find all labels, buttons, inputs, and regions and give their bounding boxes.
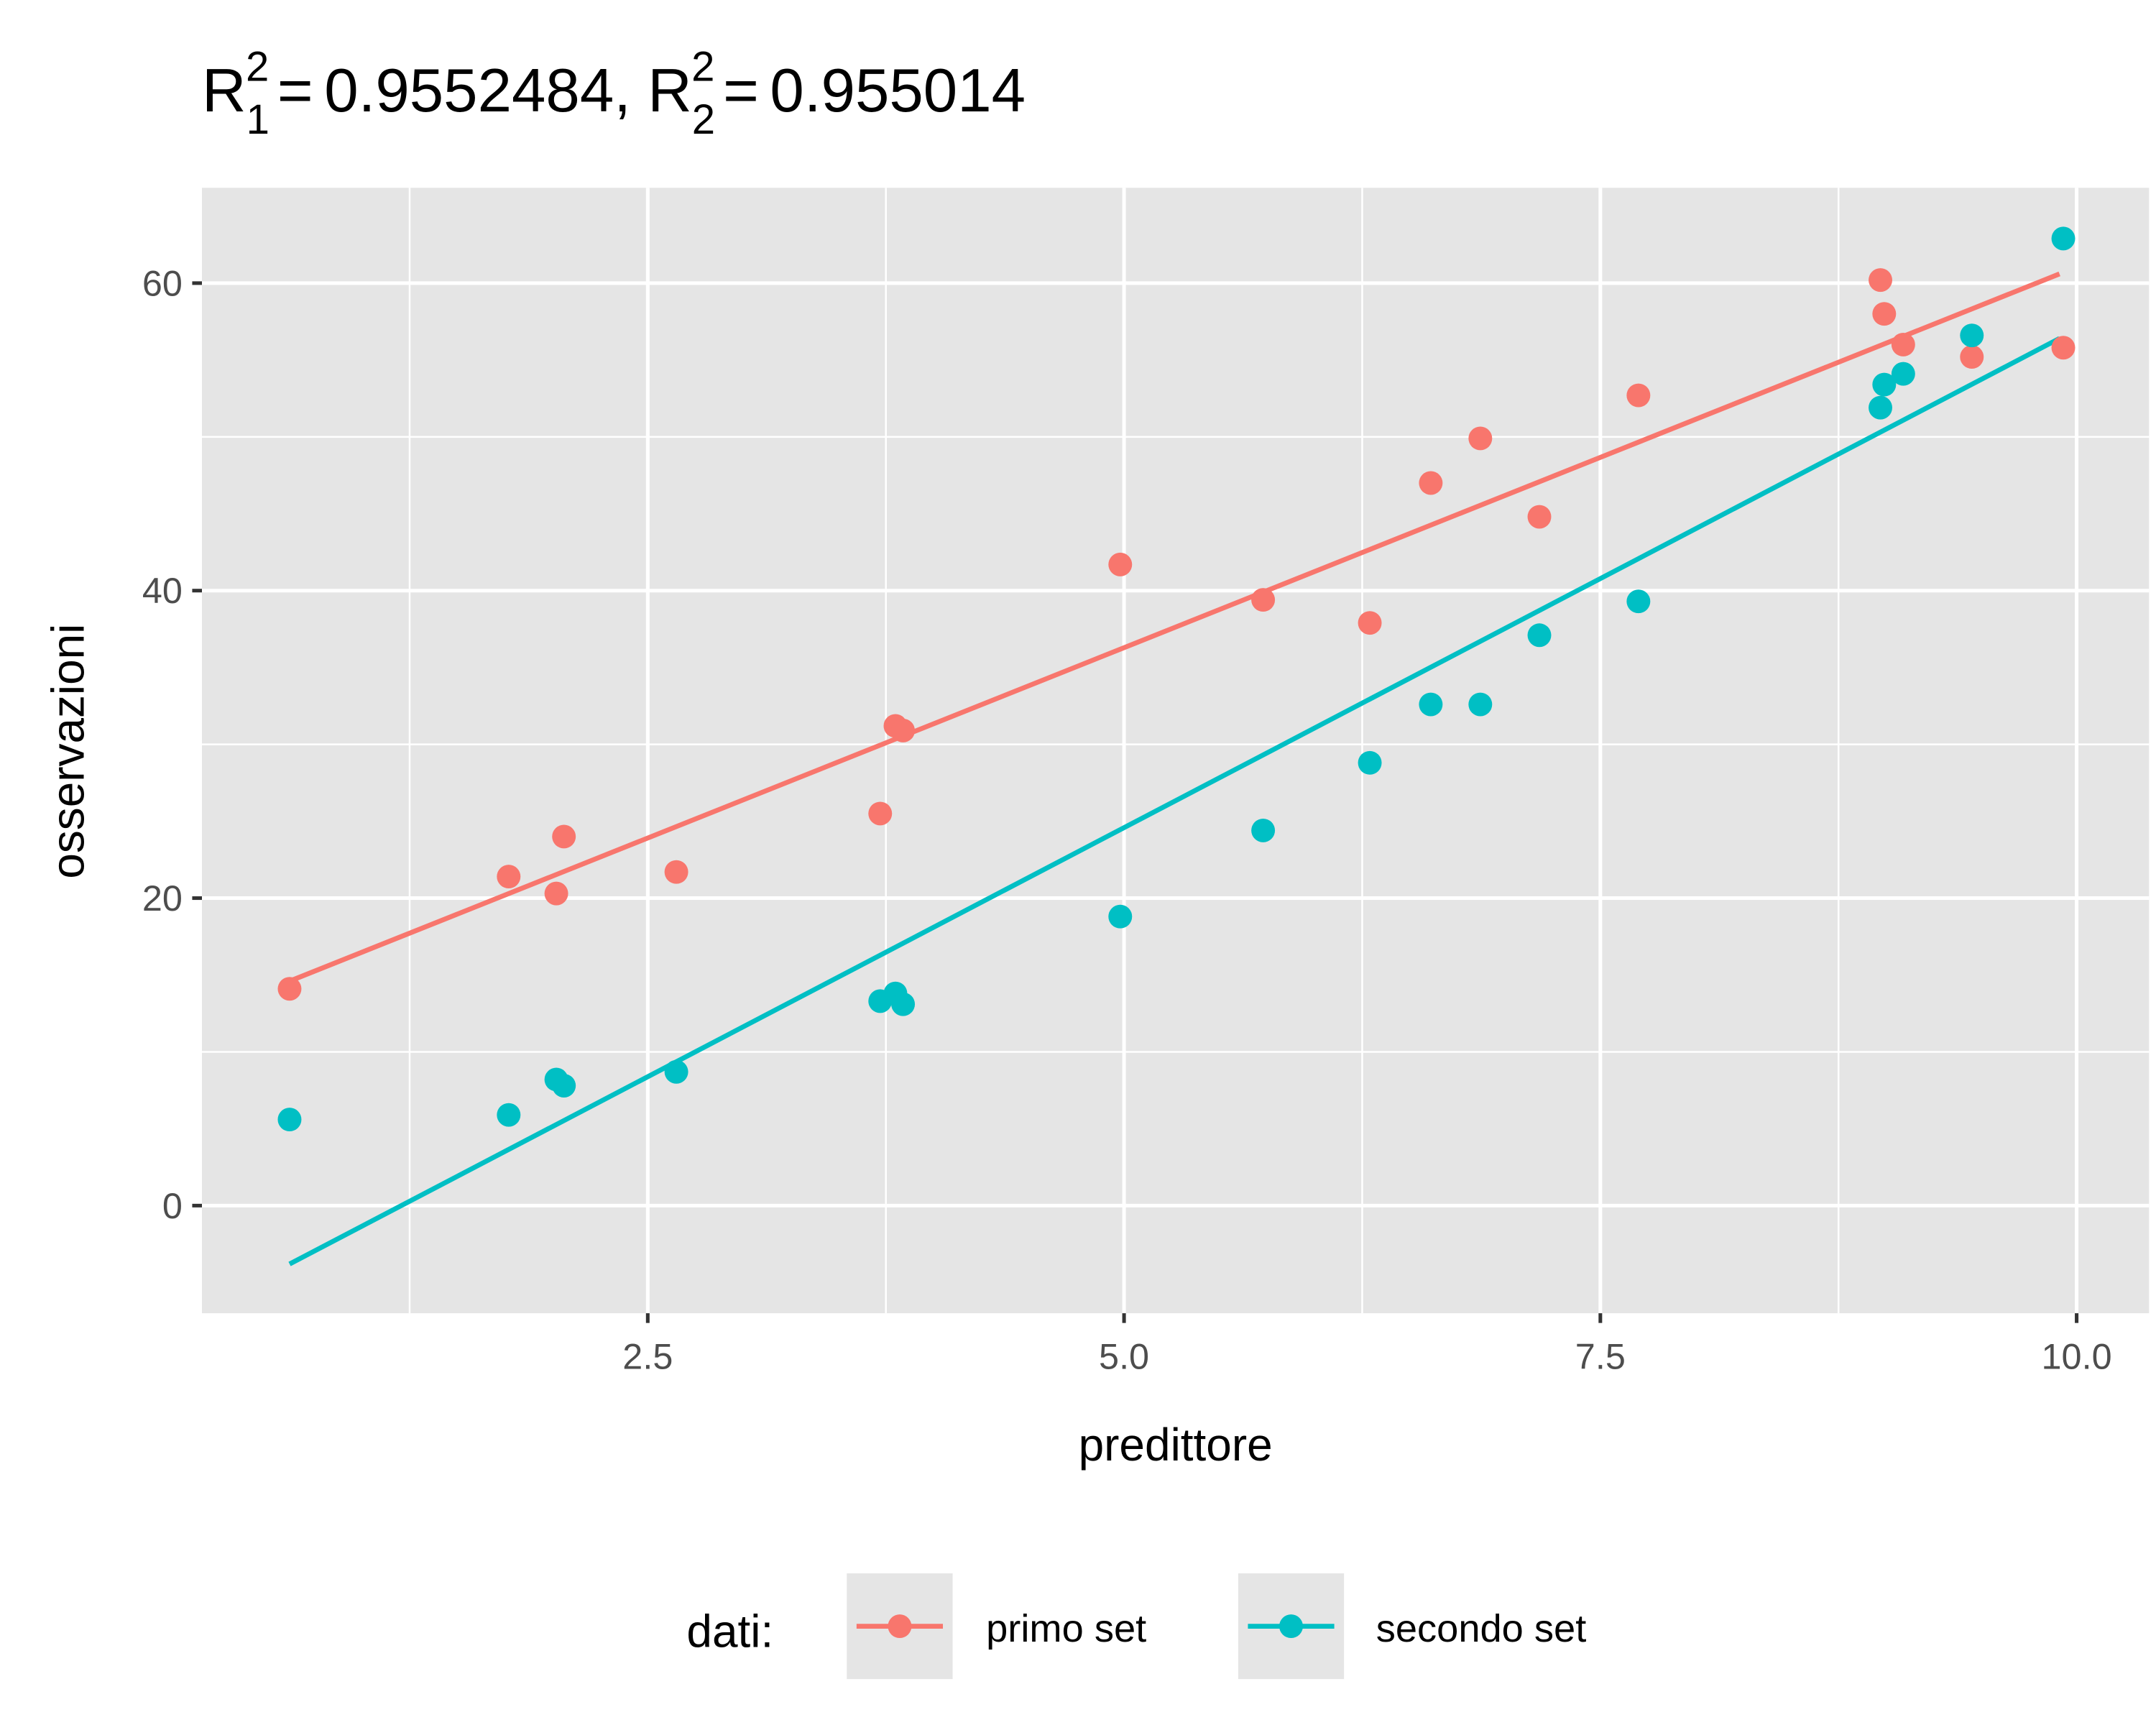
- point-primo-set: [1872, 302, 1897, 326]
- legend-label-primo-set: primo set: [986, 1607, 1146, 1650]
- legend-title: dati:: [686, 1606, 773, 1657]
- point-primo-set: [1358, 611, 1382, 635]
- point-secondo-set: [1960, 323, 1984, 348]
- point-primo-set: [1527, 505, 1552, 529]
- y-tick-label: 20: [142, 878, 183, 919]
- point-secondo-set: [1358, 750, 1382, 775]
- point-secondo-set: [1626, 589, 1651, 614]
- point-primo-set: [1891, 333, 1915, 356]
- fit-lines: [288, 271, 2061, 1266]
- point-primo-set: [1626, 383, 1651, 408]
- point-primo-set: [664, 860, 688, 884]
- chart-title: R12 = 0.9552484, R22 = 0.955014: [202, 43, 1026, 143]
- x-axis-title: predittore: [1079, 1419, 1273, 1471]
- x-tick-label: 7.5: [1575, 1336, 1626, 1377]
- point-secondo-set: [1419, 692, 1443, 717]
- x-tick-label: 2.5: [622, 1336, 673, 1377]
- point-primo-set: [891, 718, 916, 742]
- point-primo-set: [2051, 336, 2076, 360]
- point-secondo-set: [277, 1108, 302, 1132]
- point-secondo-set: [1468, 692, 1493, 717]
- point-secondo-set: [1872, 372, 1897, 397]
- point-primo-set: [1468, 426, 1493, 451]
- y-tick-label: 60: [142, 262, 183, 303]
- point-primo-set: [1108, 552, 1133, 576]
- point-secondo-set: [1251, 818, 1276, 842]
- point-primo-set: [1251, 588, 1276, 612]
- point-primo-set: [1960, 345, 1984, 369]
- legend-item-secondo-set: secondo set: [1238, 1573, 1587, 1680]
- point-primo-set: [544, 881, 568, 906]
- data-points: [277, 226, 2076, 1132]
- point-secondo-set: [1869, 395, 1892, 420]
- gridlines: [202, 188, 2150, 1314]
- plot-panel: [202, 188, 2150, 1314]
- fit-line-secondo-set: [288, 336, 2061, 1266]
- point-secondo-set: [2051, 226, 2076, 251]
- point-primo-set: [1869, 268, 1892, 293]
- point-primo-set: [1419, 471, 1443, 495]
- legend-item-primo-set: primo set: [847, 1573, 1146, 1680]
- point-primo-set: [552, 824, 576, 849]
- x-tick-label: 10.0: [2042, 1336, 2112, 1377]
- legend: dati: primo set secondo set: [686, 1573, 1587, 1680]
- point-secondo-set: [891, 992, 916, 1016]
- y-tick-label: 0: [162, 1185, 183, 1226]
- point-secondo-set: [1108, 904, 1133, 929]
- point-primo-set: [868, 801, 893, 826]
- point-secondo-set: [497, 1103, 521, 1127]
- point-secondo-set: [1891, 362, 1915, 386]
- y-tick-label: 40: [142, 570, 183, 611]
- point-primo-set: [277, 977, 302, 1001]
- legend-label-secondo-set: secondo set: [1376, 1607, 1587, 1650]
- point-secondo-set: [664, 1059, 688, 1084]
- x-tick-label: 5.0: [1099, 1336, 1149, 1377]
- point-secondo-set: [1527, 623, 1552, 648]
- point-secondo-set: [552, 1074, 576, 1098]
- fit-line-primo-set: [288, 271, 2060, 984]
- axes: 2.5 5.0 7.5 10.0 0 20 40 60: [142, 262, 2112, 1376]
- point-primo-set: [497, 865, 521, 889]
- y-axis-title: osservazioni: [42, 624, 93, 879]
